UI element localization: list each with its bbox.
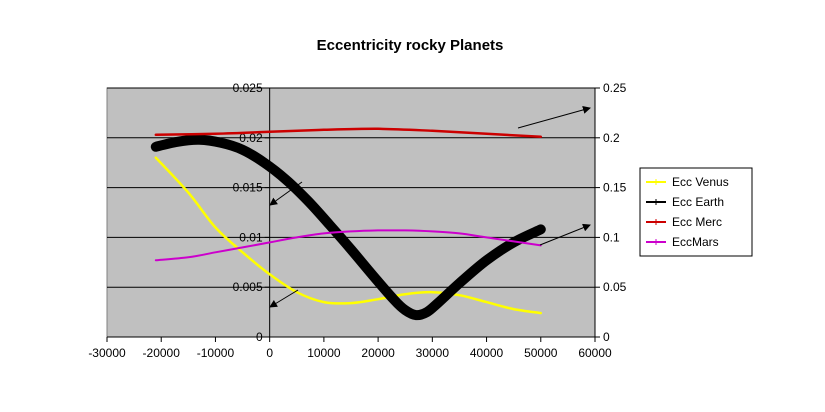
- y-left-tick-label: 0.005: [233, 280, 263, 294]
- arrow-mars-right-axis: [539, 223, 591, 246]
- x-tick-label: 40000: [470, 346, 504, 360]
- legend-label-ecc-merc: Ecc Merc: [672, 215, 722, 229]
- series-layer: [150, 127, 546, 321]
- legend-label-ecc-earth: Ecc Earth: [672, 195, 724, 209]
- arrow-venus-left-axis: [269, 289, 299, 308]
- x-tick-label: 50000: [524, 346, 558, 360]
- y-right-tick-label: 0.25: [603, 81, 627, 95]
- x-tick-label: 0: [266, 346, 273, 360]
- axes: -30000 -20000 -10000 0 10000 20000 30000 40000 5…: [88, 81, 626, 360]
- y-right-tick-label: 0.1: [603, 230, 620, 244]
- x-tick-label: 30000: [416, 346, 450, 360]
- series-line-ecc-earth: [150, 134, 546, 321]
- series-line-ecc-venus: [154, 156, 543, 315]
- series-line-eccmars: [154, 229, 542, 262]
- y-left-tick-label: 0.025: [233, 81, 263, 95]
- x-tick-label: -30000: [88, 346, 126, 360]
- y-left-tick-label: 0.015: [233, 181, 263, 195]
- y-left-tick-label: 0.01: [239, 230, 263, 244]
- y-right-tick-label: 0.05: [603, 280, 627, 294]
- chart-title: Eccentricity rocky Planets: [317, 37, 504, 54]
- y-left-tick-label: 0: [256, 330, 263, 344]
- x-tick-label: 10000: [307, 346, 341, 360]
- x-tick-label: -10000: [197, 346, 235, 360]
- legend-label-ecc-venus: Ecc Venus: [672, 175, 729, 189]
- axis-arrows: [269, 106, 591, 308]
- legend-label-eccmars: EccMars: [672, 235, 719, 249]
- y-right-tick-label: 0.15: [603, 181, 627, 195]
- arrow-earth-left-axis: [269, 181, 303, 206]
- x-tick-label: -20000: [143, 346, 181, 360]
- y-left-tick-label: 0.02: [239, 131, 263, 145]
- arrow-merc-right-axis: [517, 106, 591, 129]
- series-line-ecc-merc: [154, 127, 543, 139]
- y-right-tick-label: 0.2: [603, 131, 620, 145]
- y-right-tick-label: 0: [603, 330, 610, 344]
- legend: Ecc Venus Ecc Earth Ecc Merc EccMars: [639, 167, 753, 257]
- x-tick-label: 20000: [361, 346, 395, 360]
- plot-area: [106, 87, 596, 338]
- x-tick-label: 60000: [578, 346, 612, 360]
